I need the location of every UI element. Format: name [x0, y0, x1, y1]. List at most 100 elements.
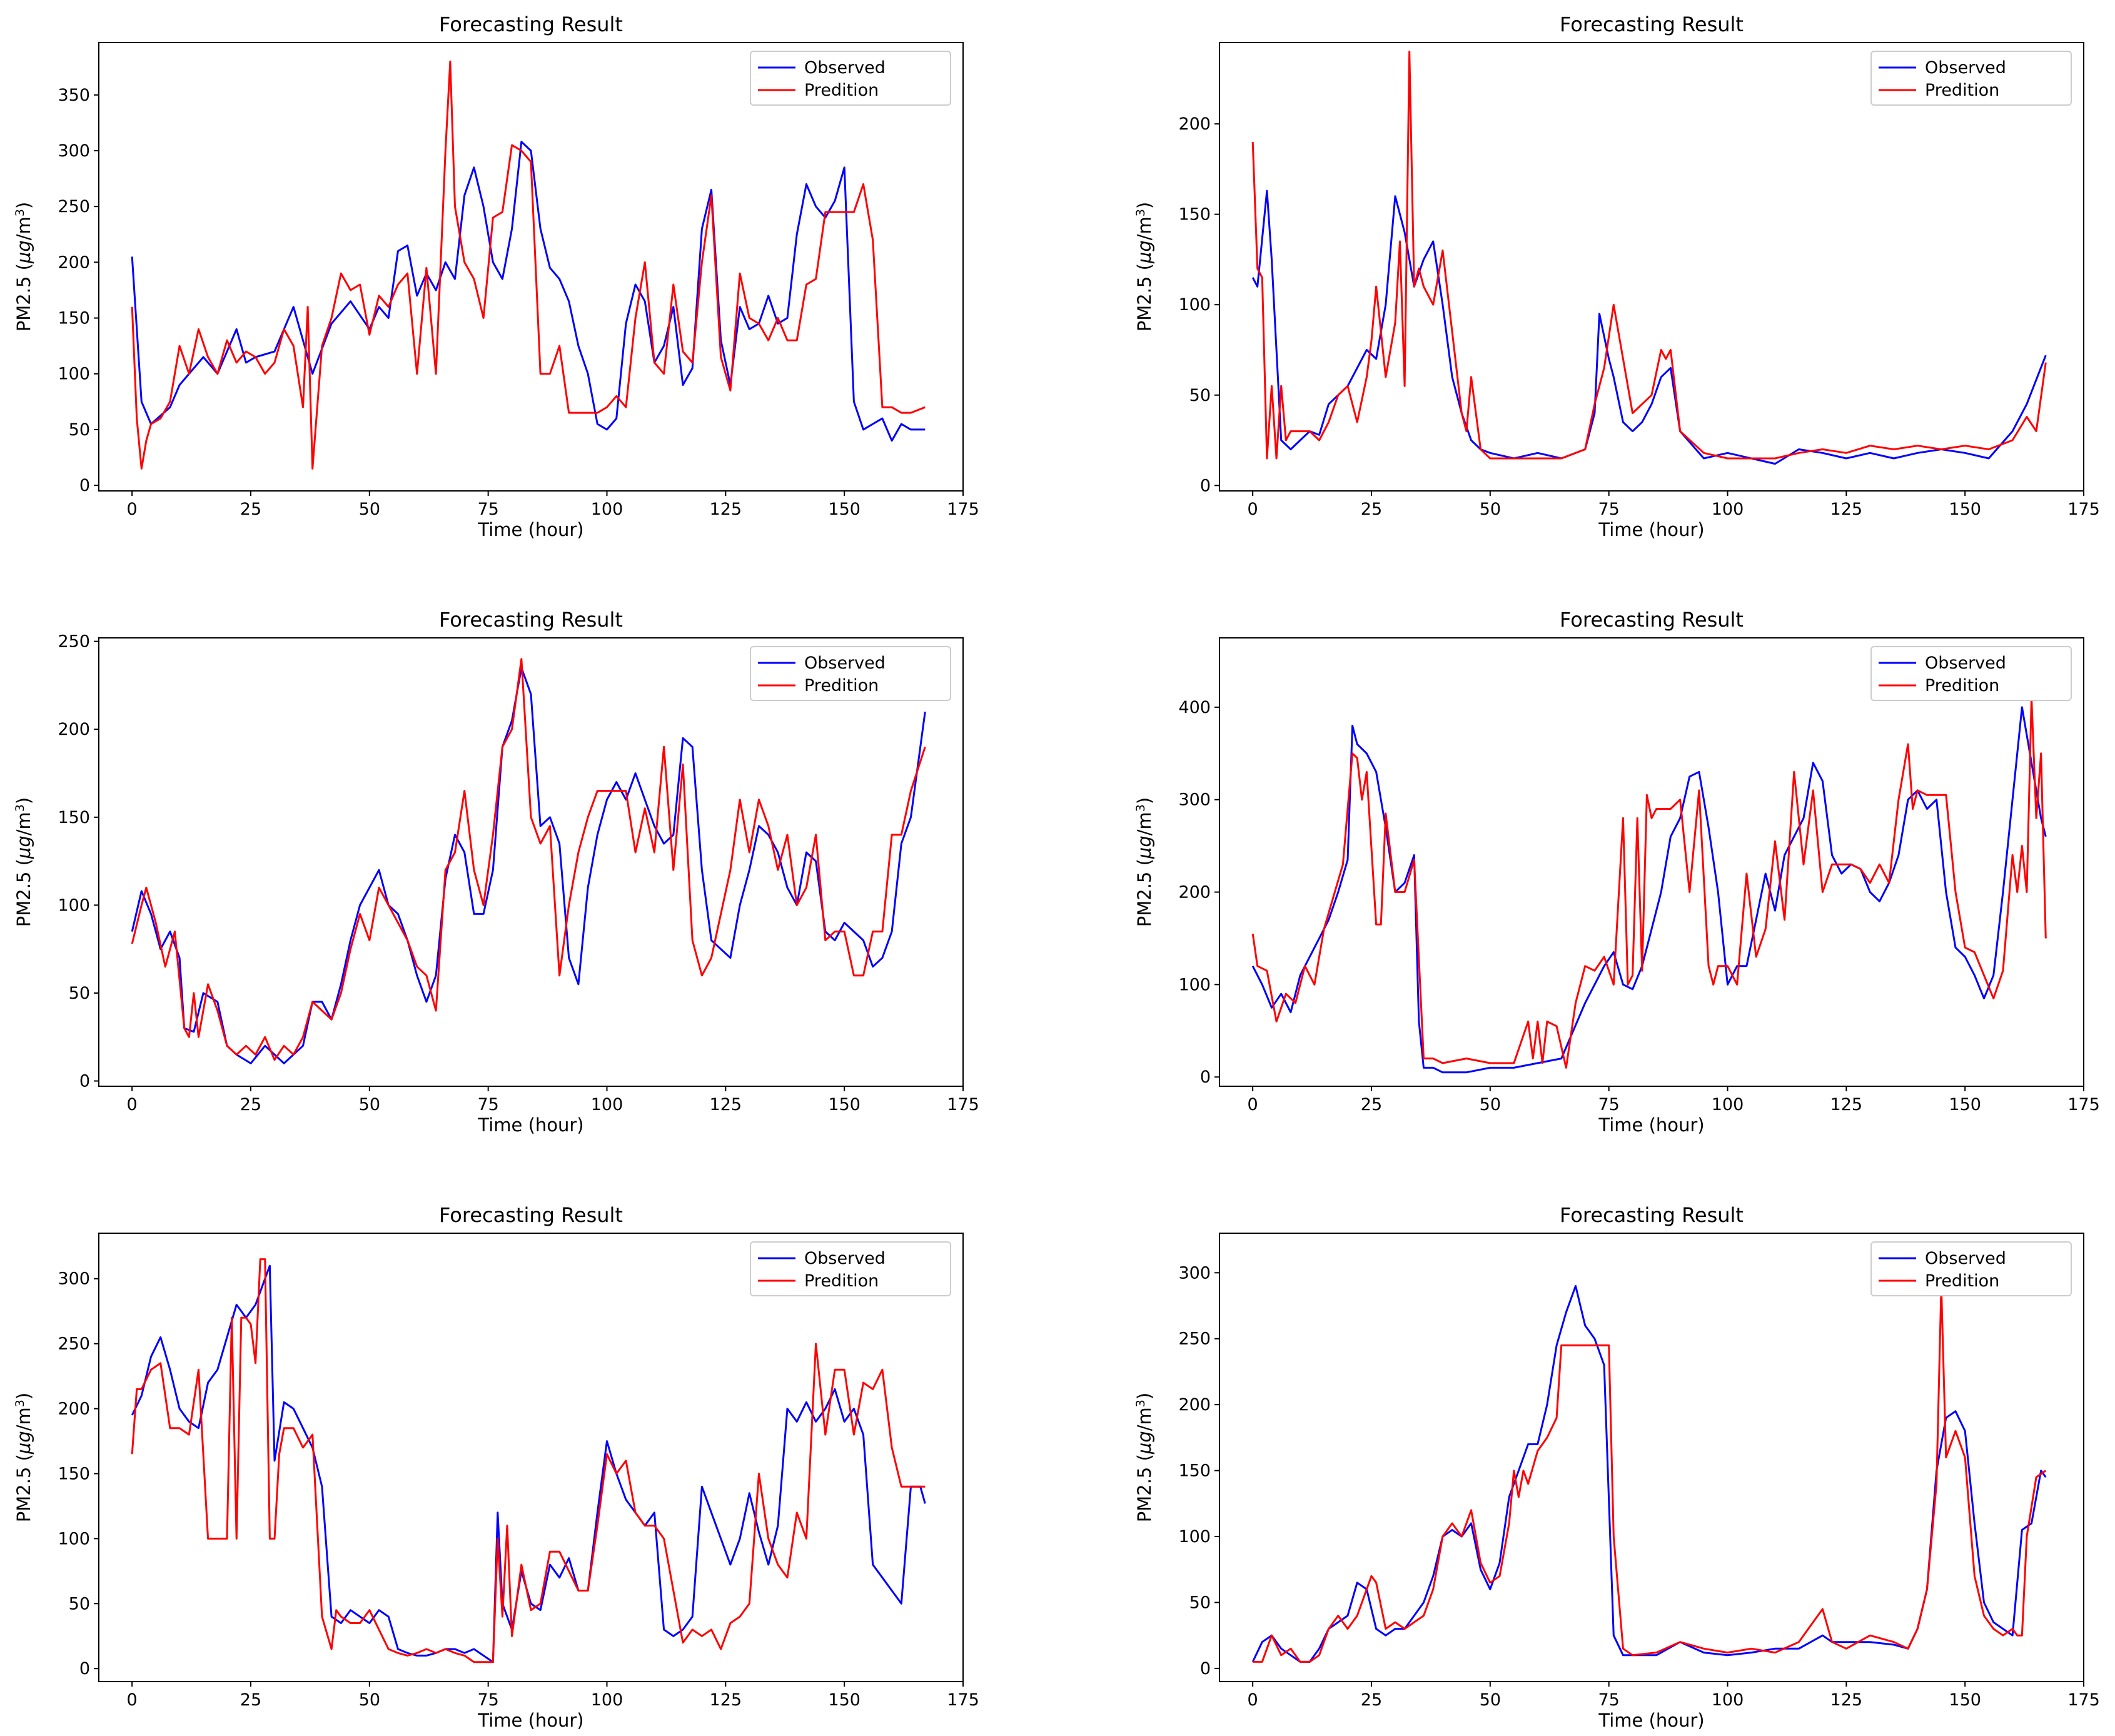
y-axis-label: PM2.5 (μg/m3)	[13, 1393, 34, 1522]
y-tick-label: 150	[1178, 205, 1211, 225]
x-axis-label: Time (hour)	[1598, 1114, 1704, 1136]
x-tick-label: 150	[1949, 1690, 1981, 1710]
x-tick-label: 175	[947, 1690, 979, 1710]
y-tick-label: 150	[58, 309, 90, 328]
x-tick-label: 125	[710, 500, 742, 519]
y-tick-label: 50	[1189, 386, 1211, 405]
legend-label: Predition	[1925, 1271, 1999, 1291]
x-tick-label: 50	[1480, 1690, 1501, 1710]
x-tick-label: 150	[828, 500, 861, 519]
x-tick-label: 175	[2067, 1095, 2100, 1114]
y-tick-label: 400	[1178, 698, 1211, 717]
y-tick-label: 100	[1178, 1527, 1211, 1547]
chart-panel: Forecasting Result 0 25 50 75 100 125 150 175 0 50…	[1134, 1203, 2100, 1731]
y-tick-label: 200	[1178, 114, 1211, 134]
x-tick-label: 75	[477, 1690, 498, 1710]
chart-title: Forecasting Result	[439, 13, 623, 36]
x-tick-label: 25	[1361, 1690, 1382, 1710]
x-tick-label: 50	[359, 500, 380, 519]
series-line-prediction	[131, 658, 926, 1061]
x-tick-label: 25	[240, 1690, 261, 1710]
x-tick-label: 175	[2067, 500, 2100, 519]
x-tick-label: 25	[240, 1095, 261, 1114]
legend-label: Observed	[804, 58, 886, 78]
x-tick-label: 25	[1361, 1095, 1382, 1114]
y-tick-label: 0	[79, 476, 90, 495]
y-tick-label: 300	[58, 141, 90, 161]
x-tick-label: 125	[1830, 1095, 1863, 1114]
x-tick-label: 100	[591, 1095, 623, 1114]
y-tick-label: 0	[1200, 476, 1211, 495]
y-axis-label: PM2.5 (μg/m3)	[13, 202, 34, 331]
y-axis-label: PM2.5 (μg/m3)	[1134, 797, 1155, 927]
x-tick-label: 0	[1248, 1690, 1258, 1710]
x-tick-label: 175	[2067, 1690, 2100, 1710]
x-tick-label: 25	[240, 500, 261, 519]
x-tick-label: 125	[1830, 1690, 1863, 1710]
x-tick-label: 50	[359, 1690, 380, 1710]
chart-panel: Forecasting Result 0 25 50 75 100 125 150 175 0 10…	[1134, 608, 2100, 1136]
chart-panel: Forecasting Result 0 25 50 75 100 125 150 175 0 50…	[13, 608, 979, 1136]
x-axis-label: Time (hour)	[477, 1710, 583, 1731]
y-tick-label: 0	[79, 1072, 90, 1091]
x-tick-label: 0	[127, 1690, 138, 1710]
plot-frame	[1219, 1233, 2084, 1682]
x-tick-label: 100	[591, 500, 623, 519]
y-tick-label: 50	[69, 1594, 90, 1613]
x-tick-label: 50	[1480, 500, 1501, 519]
chart-panel: Forecasting Result 0 25 50 75 100 125 150 175 0 50…	[13, 1203, 979, 1731]
y-axis-label: PM2.5 (μg/m3)	[1134, 1393, 1155, 1522]
y-tick-label: 200	[58, 253, 90, 272]
chart-title: Forecasting Result	[1560, 1203, 1744, 1227]
legend-label: Observed	[804, 654, 886, 673]
y-tick-label: 300	[1178, 790, 1211, 810]
x-tick-label: 125	[1830, 500, 1863, 519]
y-tick-label: 100	[58, 365, 90, 384]
x-tick-label: 50	[1480, 1095, 1501, 1114]
chart-title: Forecasting Result	[439, 1203, 623, 1227]
chart-title: Forecasting Result	[439, 608, 623, 632]
legend-label: Predition	[804, 1271, 879, 1291]
y-tick-label: 0	[79, 1659, 90, 1678]
x-tick-label: 25	[1361, 500, 1382, 519]
y-tick-label: 300	[58, 1269, 90, 1289]
x-tick-label: 75	[1598, 1095, 1619, 1114]
x-tick-label: 150	[1949, 500, 1981, 519]
legend-box	[750, 646, 951, 701]
series-line-prediction	[1251, 51, 2047, 460]
legend-box	[1870, 51, 2072, 106]
y-tick-label: 200	[58, 720, 90, 739]
y-tick-label: 200	[1178, 883, 1211, 902]
y-tick-label: 150	[58, 808, 90, 827]
y-tick-label: 0	[1200, 1659, 1211, 1678]
x-tick-label: 75	[477, 500, 498, 519]
y-tick-label: 250	[58, 632, 90, 652]
series-line-prediction	[1253, 1284, 2047, 1663]
y-tick-label: 100	[1178, 295, 1211, 315]
x-tick-label: 0	[1248, 500, 1258, 519]
y-tick-label: 350	[58, 86, 90, 105]
y-tick-label: 150	[58, 1464, 90, 1483]
x-tick-label: 0	[127, 500, 138, 519]
x-tick-label: 125	[710, 1690, 742, 1710]
series-line-observed	[1251, 189, 2047, 465]
legend-label: Observed	[1925, 654, 2006, 673]
y-tick-label: 250	[1178, 1330, 1211, 1349]
series-line-observed	[131, 141, 926, 442]
x-tick-label: 100	[1712, 1095, 1744, 1114]
x-axis-label: Time (hour)	[477, 1114, 583, 1136]
legend-box	[750, 51, 951, 106]
chart-title: Forecasting Result	[1560, 608, 1744, 632]
legend-label: Predition	[1925, 81, 1999, 100]
series-line-observed	[1251, 1284, 2047, 1663]
legend-box	[750, 1241, 951, 1296]
x-axis-label: Time (hour)	[477, 519, 583, 540]
x-tick-label: 75	[1598, 1690, 1619, 1710]
plot-frame	[98, 637, 964, 1087]
y-tick-label: 50	[1189, 1593, 1211, 1612]
y-tick-label: 100	[58, 896, 90, 915]
x-tick-label: 100	[1712, 500, 1744, 519]
plot-frame	[1219, 42, 2084, 492]
legend-label: Observed	[804, 1249, 886, 1268]
